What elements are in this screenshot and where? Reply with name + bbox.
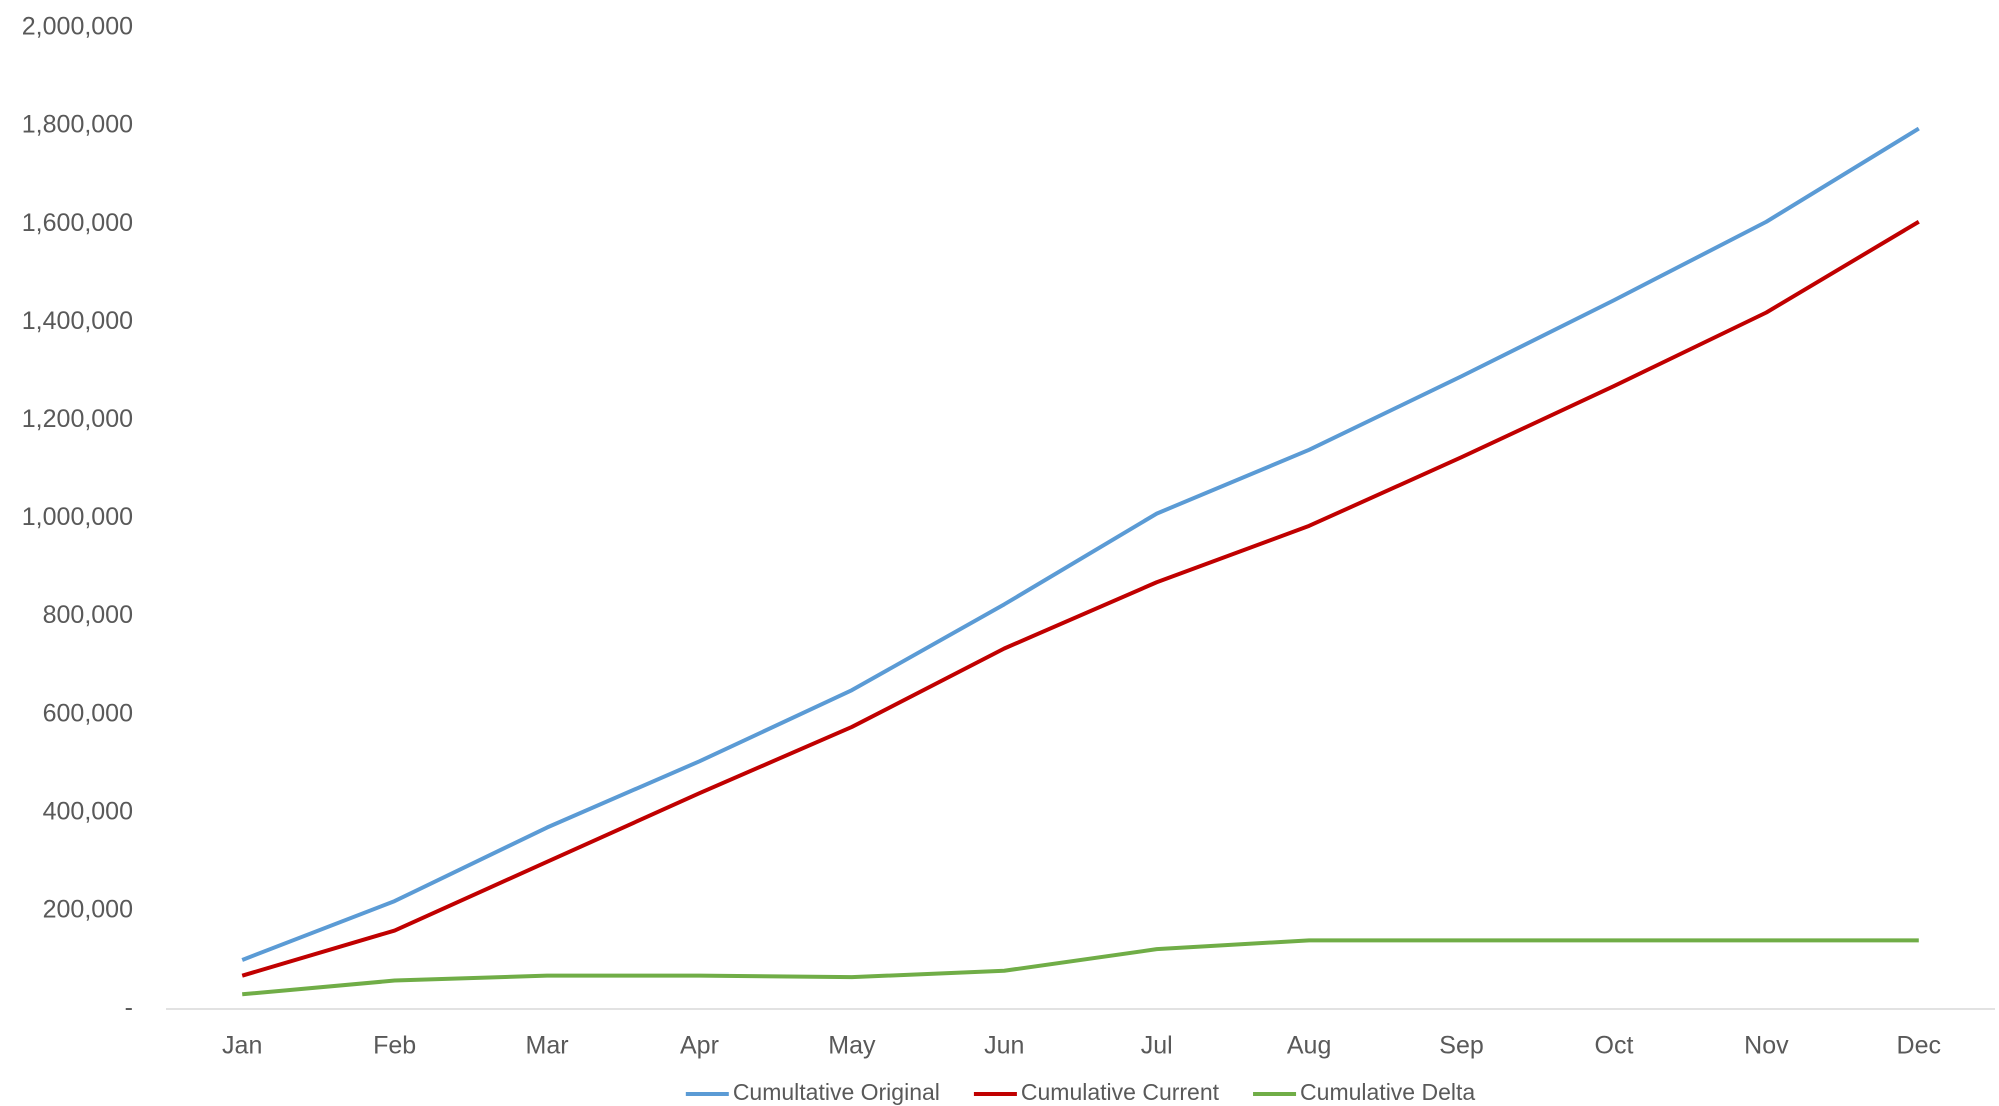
y-tick-label: 1,200,000 (22, 405, 133, 433)
x-tick-label: Dec (1897, 1032, 1941, 1060)
x-tick-label: Jul (1141, 1032, 1173, 1060)
series-line (241, 220, 1920, 978)
legend: Cumultative Original Cumulative Current Cu… (685, 1079, 1475, 1105)
y-tick-label: 600,000 (43, 699, 133, 727)
legend-label: Cumultative Original (733, 1079, 940, 1105)
legend-label: Cumulative Delta (1300, 1079, 1475, 1105)
y-tick-label: 200,000 (43, 896, 133, 924)
x-tick-label: Apr (680, 1032, 719, 1060)
legend-item: Cumultative Original (685, 1079, 940, 1105)
y-tick-label: - (125, 994, 133, 1022)
y-tick-label: 1,800,000 (22, 111, 133, 139)
y-tick-label: 2,000,000 (22, 13, 133, 41)
y-tick-label: 1,600,000 (22, 209, 133, 237)
series-line (241, 126, 1920, 962)
x-tick-label: Sep (1439, 1032, 1483, 1060)
y-tick-label: 400,000 (43, 797, 133, 825)
x-tick-label: Oct (1595, 1032, 1634, 1060)
series-line (242, 938, 1919, 997)
x-tick-label: Feb (373, 1032, 416, 1060)
x-tick-label: Mar (526, 1032, 569, 1060)
y-tick-label: 800,000 (43, 601, 133, 629)
x-tick-label: Nov (1744, 1032, 1789, 1060)
x-tick-label: May (828, 1032, 876, 1060)
y-tick-label: 1,400,000 (22, 307, 133, 335)
x-tick-label: Jun (984, 1032, 1024, 1060)
y-tick-label: 1,000,000 (22, 503, 133, 531)
legend-item: Cumulative Delta (1253, 1079, 1475, 1105)
x-tick-label: Jan (222, 1032, 262, 1060)
x-tick-label: Aug (1287, 1032, 1331, 1060)
legend-item: Cumulative Current (973, 1079, 1220, 1105)
legend-label: Cumulative Current (1021, 1079, 1220, 1105)
